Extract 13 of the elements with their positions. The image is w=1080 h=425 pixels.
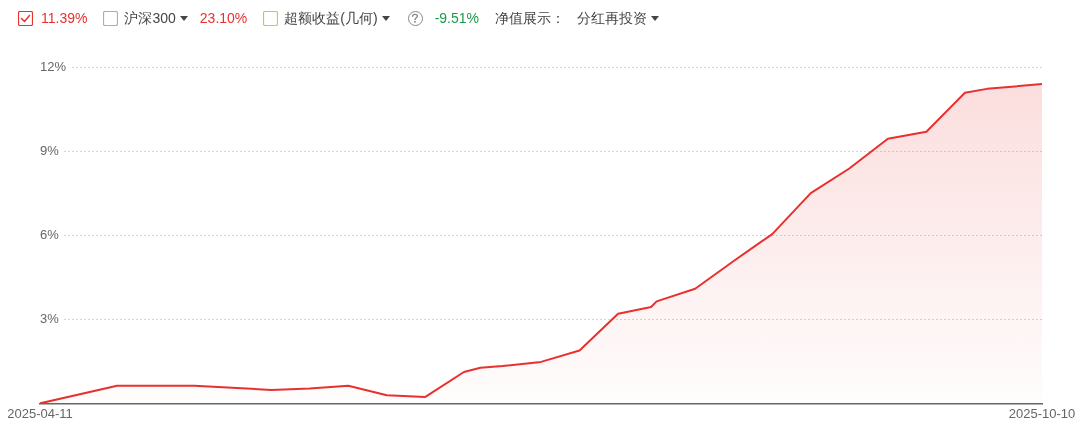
y-tick-label: 9% (40, 142, 60, 158)
text: 23.10% (199, 9, 248, 28)
y-tick-label: 3% (40, 310, 60, 326)
y-tick-label: 6% (40, 226, 60, 242)
text: 分红再投资 (576, 9, 647, 28)
x-tick-label: 2025-10-10 (1008, 405, 1076, 421)
x-tick-label: 2025-04-11 (7, 405, 73, 421)
text: 沪深300 (124, 9, 176, 28)
text: -9.51% (434, 9, 479, 28)
text: 11.39% (41, 9, 88, 28)
y-tick-label: 12% (40, 58, 67, 74)
text: 净值展示： (494, 9, 565, 28)
text: 超额收益(几何) (284, 9, 378, 28)
